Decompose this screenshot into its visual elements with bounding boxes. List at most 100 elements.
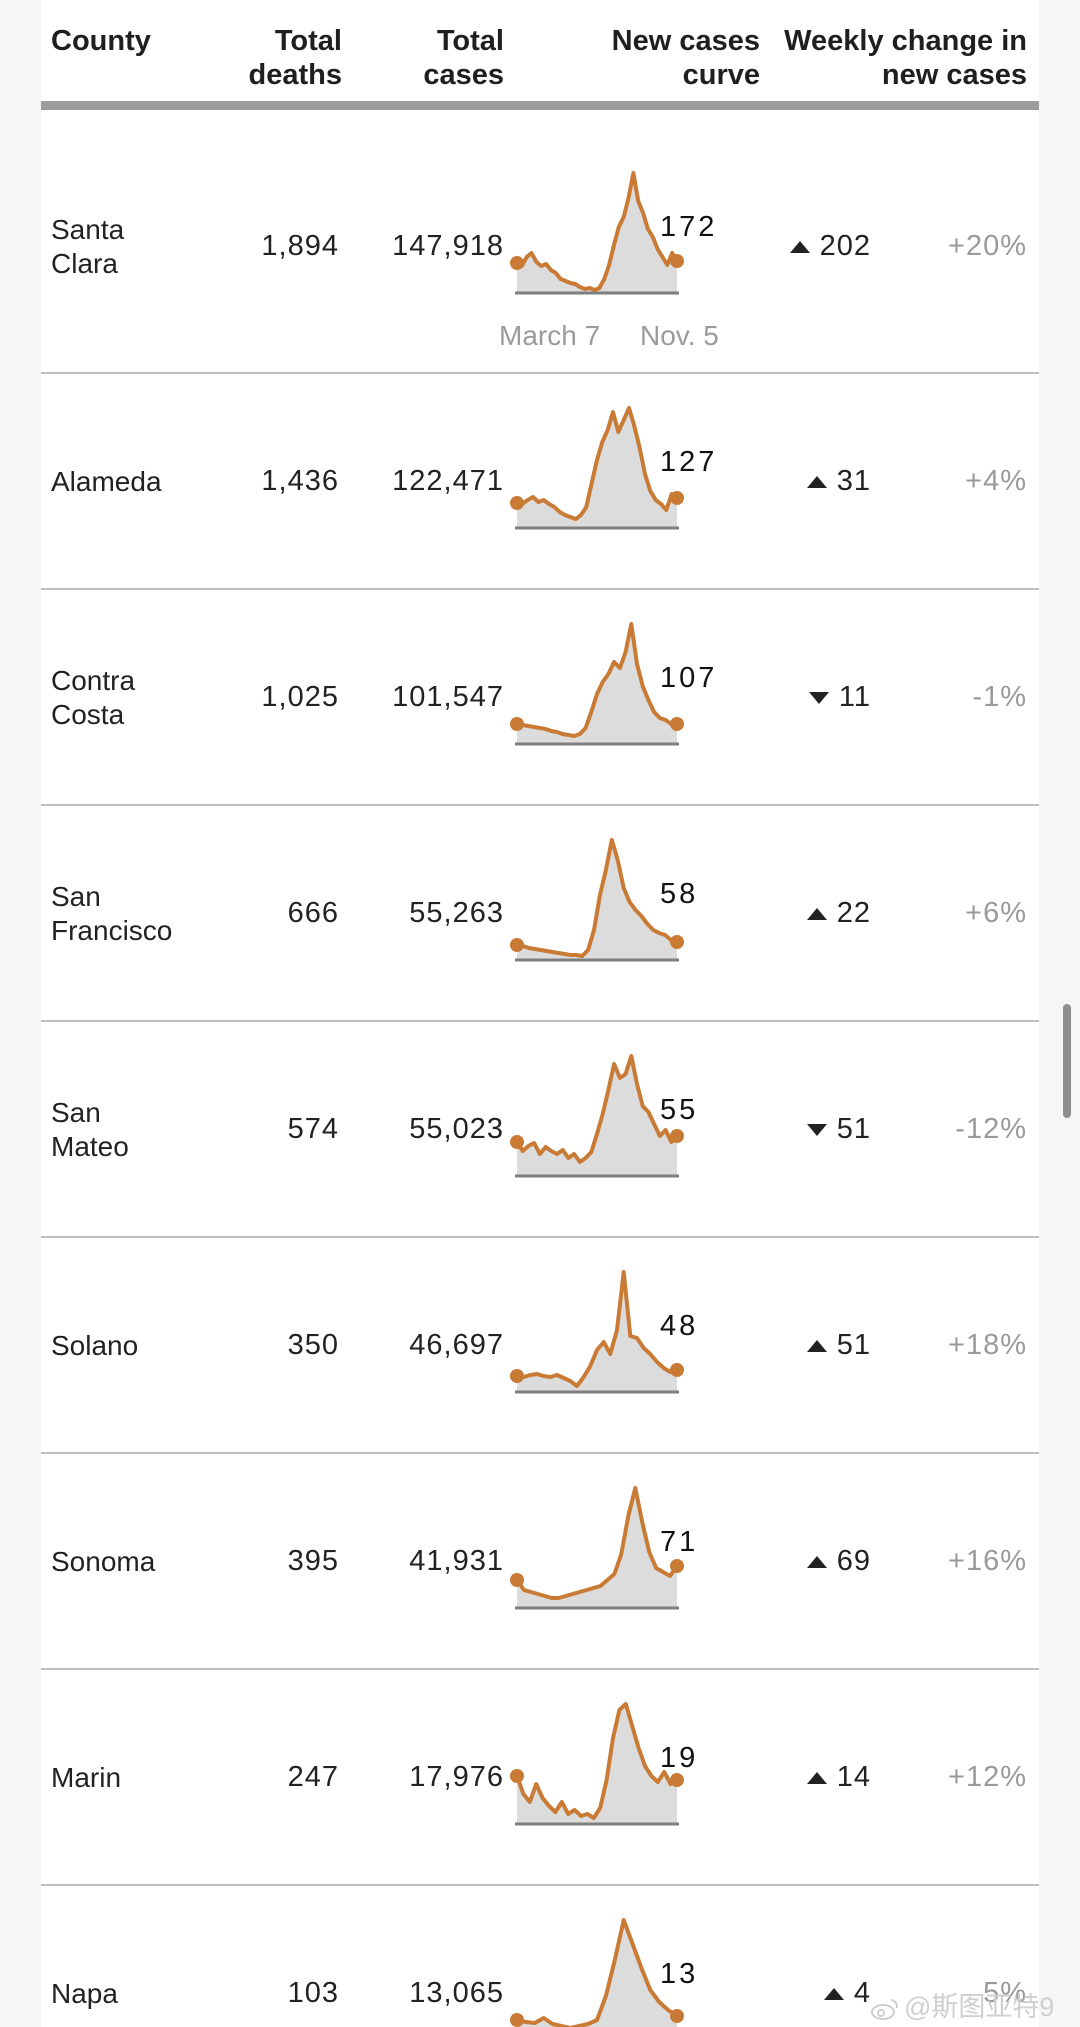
sparkline-end-dot [670,491,684,505]
total-deaths: 1,436 [261,465,339,497]
header-total-deaths-line1: Total [274,25,342,57]
triangle-up-icon [806,1772,827,1785]
weekly-change-percent: -1% [972,681,1027,713]
sparkline-line [516,838,678,958]
new-cases-sparkline [510,171,684,295]
triangle-down-icon [808,692,829,705]
weekly-change: 4 [823,1977,871,2010]
table-row: Marin 247 17,976 19 14 +12% [41,1670,1039,1886]
weekly-change: 69 [806,1545,871,1578]
table-row: Contra Costa 1,025 101,547 107 11 -1% [41,590,1039,806]
county-name-line: Napa [51,1978,118,2009]
header-curve-line2: curve [682,59,760,91]
total-deaths: 666 [287,897,339,929]
axis-end-date: Nov. 5 [640,320,719,351]
sparkline-area [517,624,677,744]
sparkline-line [516,1270,678,1388]
curve-value-label: 48 [660,1310,699,1342]
total-deaths: 1,025 [261,681,339,713]
sparkline-area [517,1056,677,1176]
county-name-line: Clara [51,248,118,279]
curve-value-label: 71 [660,1526,699,1558]
sparkline-line [516,406,679,521]
total-cases: 147,918 [392,230,504,262]
new-cases-sparkline [510,1702,684,1826]
county-name: Alameda [51,465,162,499]
new-cases-sparkline [510,406,684,530]
weekly-change-percent: +16% [948,1545,1027,1577]
weekly-change-percent: +6% [965,897,1027,929]
total-cases: 41,931 [409,1545,504,1577]
weekly-change: 31 [806,465,871,498]
weekly-change: 11 [808,681,871,714]
sparkline-start-dot [510,938,524,952]
county-name-line: San [51,1097,101,1128]
table-row: Sonoma 395 41,931 71 69 +16% [41,1454,1039,1670]
sparkline-area [517,1488,677,1608]
curve-value-label: 13 [660,1958,699,1990]
weekly-change-value: 69 [836,1545,871,1577]
curve-value-label: 172 [660,211,718,243]
weekly-change: 22 [806,897,871,930]
total-cases: 122,471 [392,465,504,497]
sparkline-end-dot [670,254,684,268]
weekly-change-percent: +12% [948,1761,1027,1793]
sparkline-end-dot [670,1773,684,1787]
header-total-cases-line2: cases [423,59,504,91]
new-cases-sparkline [510,1486,684,1610]
sparkline-start-dot [510,256,524,270]
sparkline-area [517,840,677,960]
header-total-deaths-line2: deaths [248,59,342,91]
scrollbar-thumb[interactable] [1063,1004,1071,1118]
watermark-text: @斯图亚特9 [904,1992,1055,2022]
weekly-change-percent: -12% [955,1113,1027,1145]
weekly-change-value: 4 [853,1977,871,2009]
triangle-up-icon [806,476,827,489]
total-cases: 55,263 [409,897,504,929]
county-name-line: Santa [51,214,125,245]
triangle-down-icon [806,1124,827,1137]
table-row: San Mateo 574 55,023 55 51 -12% [41,1022,1039,1238]
header-weekly-change[interactable]: Weekly change in new cases [784,24,1027,92]
county-name: San Francisco [51,880,172,948]
header-curve-line1: New cases [611,25,760,57]
county-name: Marin [51,1761,121,1795]
header-total-deaths[interactable]: Total deaths [249,24,342,92]
county-table: County Total deaths Total cases New case… [41,0,1039,2027]
header-weekly-line1: Weekly change in [784,25,1027,57]
table-row: Solano 350 46,697 48 51 +18% [41,1238,1039,1454]
sparkline-start-dot [510,496,524,510]
total-deaths: 395 [287,1545,339,1577]
sparkline-end-dot [670,2009,684,2023]
county-name-line: Marin [51,1762,122,1793]
county-name-line: Solano [51,1330,139,1361]
header-total-cases-line1: Total [436,25,504,57]
new-cases-sparkline [510,622,684,746]
curve-value-label: 107 [660,662,718,694]
table-row: Napa 103 13,065 13 4 5% [41,1886,1039,2027]
new-cases-sparkline [510,1270,684,1394]
new-cases-sparkline [510,1054,684,1178]
sparkline-start-dot [510,2013,524,2027]
table-row: San Francisco 666 55,263 58 22 +6% [41,806,1039,1022]
county-name-line: Francisco [51,915,173,946]
sparkline-area [517,1272,677,1392]
weekly-change-value: 14 [836,1761,871,1793]
sparkline-start-dot [510,1573,524,1587]
table-row: Alameda 1,436 122,471 127 31 +4% [41,374,1039,590]
triangle-up-icon [806,908,827,921]
sparkline-end-dot [670,1129,684,1143]
weekly-change-percent: +20% [948,230,1027,262]
sparkline-start-dot [510,717,524,731]
header-county[interactable]: County [51,25,151,57]
county-name: Solano [51,1329,138,1363]
curve-value-label: 58 [660,878,699,910]
header-total-cases[interactable]: Total cases [423,24,504,92]
table-row: Santa Clara 1,894 147,918 172 202 +20% March 7 N… [41,110,1039,374]
county-name: Napa [51,1977,118,2011]
weekly-change: 14 [806,1761,871,1794]
county-name-line: Mateo [51,1131,129,1162]
sparkline-start-dot [510,1769,524,1783]
total-cases: 55,023 [409,1113,504,1145]
weekly-change-value: 22 [836,897,871,929]
